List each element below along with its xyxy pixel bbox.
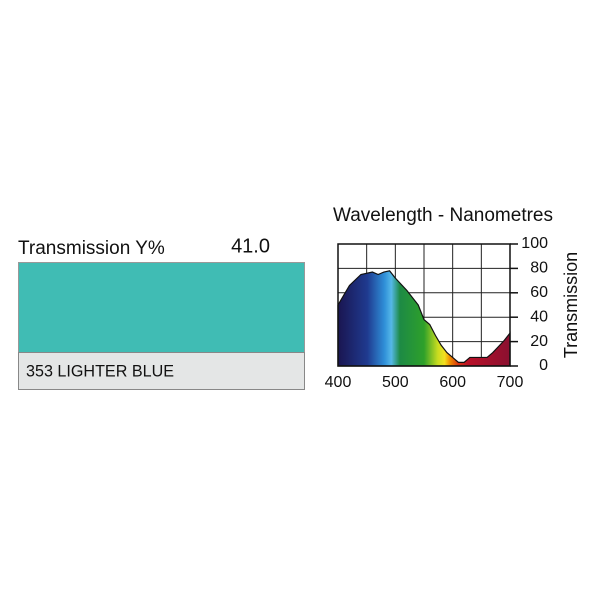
x-tick-label: 400 bbox=[325, 374, 352, 391]
transmission-label: Transmission Y% bbox=[18, 238, 165, 259]
y-tick-label: 0 bbox=[539, 357, 548, 374]
x-tick-label: 500 bbox=[382, 374, 409, 391]
plot-frame bbox=[337, 243, 511, 367]
y-tick-label: 80 bbox=[530, 260, 548, 277]
color-swatch bbox=[18, 262, 305, 353]
y-tick-label: 20 bbox=[530, 333, 548, 350]
transmission-value: 41.0 bbox=[231, 235, 270, 257]
y-tick-label: 40 bbox=[530, 308, 548, 325]
chart-title: Wavelength - Nanometres bbox=[333, 205, 553, 226]
name-box bbox=[18, 352, 305, 390]
transmission-area bbox=[337, 270, 511, 367]
x-tick-label: 700 bbox=[497, 374, 524, 391]
y-axis-label: Transmission bbox=[561, 252, 581, 358]
y-tick-label: 100 bbox=[521, 235, 548, 252]
y-tick-label: 60 bbox=[530, 284, 548, 301]
x-tick-label: 600 bbox=[439, 374, 466, 391]
swatch-name: 353 LIGHTER BLUE bbox=[26, 361, 174, 380]
